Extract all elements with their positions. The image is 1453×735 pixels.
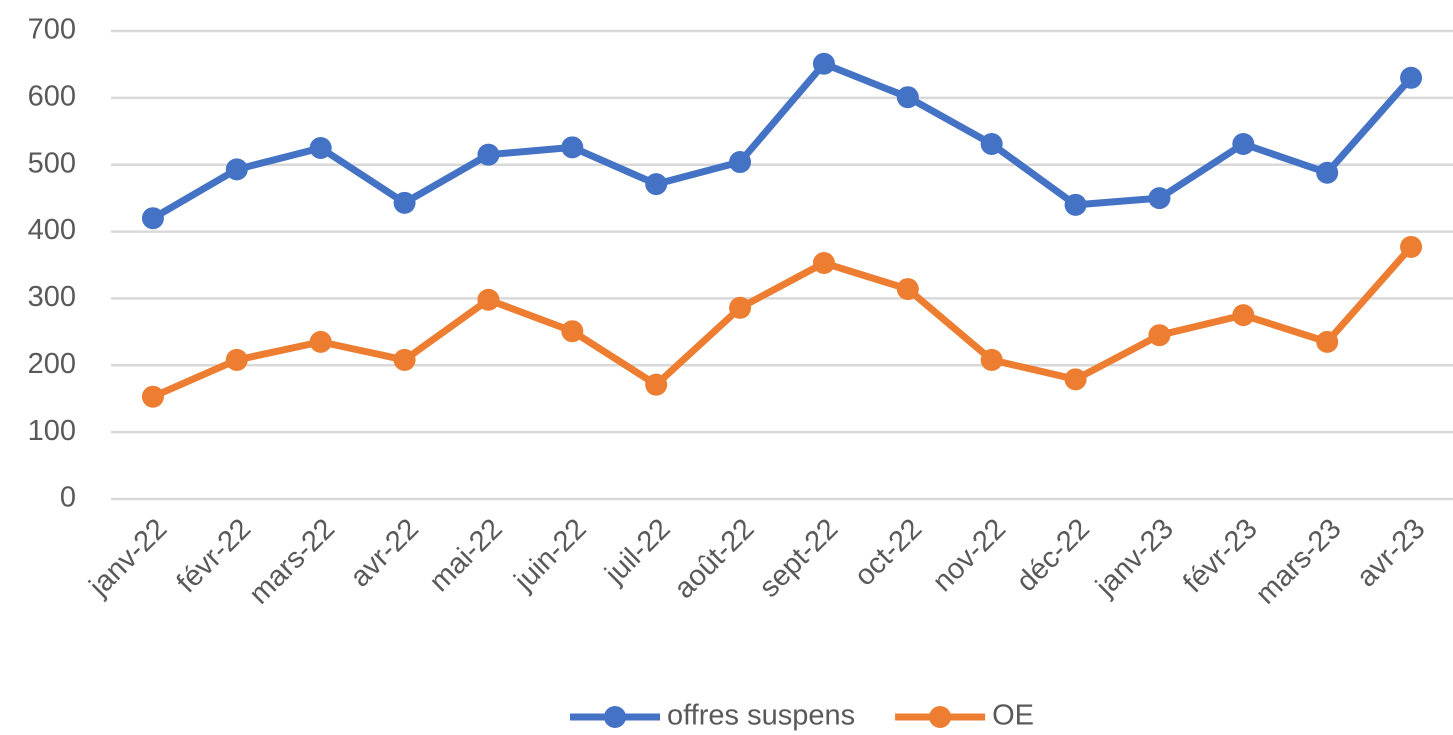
data-point <box>812 251 835 274</box>
data-point <box>645 373 668 396</box>
legend-label: offres suspens <box>667 700 855 732</box>
x-tick-label: sept-22 <box>753 513 844 604</box>
data-point <box>225 158 248 181</box>
y-tick-label: 200 <box>28 348 76 380</box>
legend-label: OE <box>992 700 1034 732</box>
data-point <box>812 52 835 75</box>
y-tick-label: 100 <box>28 415 76 447</box>
data-point <box>1064 368 1087 391</box>
data-point <box>896 278 919 301</box>
x-tick-label: nov-22 <box>927 513 1012 598</box>
x-tick-label: avr-23 <box>1351 513 1432 594</box>
data-point <box>1064 193 1087 216</box>
legend: offres suspens OE <box>570 700 1034 732</box>
data-point <box>1400 66 1423 89</box>
series-line <box>151 60 1414 222</box>
series-line <box>151 244 1414 400</box>
data-point <box>225 348 248 371</box>
x-tick-label: oct-22 <box>849 513 929 593</box>
data-point <box>980 348 1003 371</box>
x-tick-label: déc-22 <box>1011 513 1096 598</box>
data-point <box>1232 304 1255 327</box>
data-point <box>561 136 584 159</box>
x-tick-label: janv-22 <box>83 513 174 604</box>
x-tick-label: janv-23 <box>1089 513 1180 604</box>
x-tick-label: mars-22 <box>243 513 341 611</box>
x-tick-label: août-22 <box>668 513 760 605</box>
data-point <box>141 385 164 408</box>
data-point <box>896 86 919 109</box>
y-tick-label: 700 <box>28 14 76 46</box>
data-point <box>477 143 500 166</box>
data-point <box>1316 330 1339 353</box>
data-point <box>141 207 164 230</box>
data-point <box>309 137 332 159</box>
data-point <box>477 288 500 311</box>
legend-marker <box>604 706 627 728</box>
legend-marker <box>929 706 952 728</box>
x-tick-label: avr-22 <box>344 513 425 594</box>
data-point <box>393 191 416 214</box>
data-point <box>729 151 752 174</box>
data-point <box>1148 324 1171 347</box>
data-point <box>980 132 1003 155</box>
y-tick-label: 400 <box>28 214 76 246</box>
data-point <box>1400 235 1423 258</box>
data-point <box>645 173 668 196</box>
data-point <box>561 320 584 343</box>
data-point <box>1316 161 1339 184</box>
x-tick-label: mars-23 <box>1250 513 1348 611</box>
y-tick-label: 300 <box>28 281 76 313</box>
x-tick-label: juin-22 <box>508 513 593 598</box>
data-point <box>393 348 416 371</box>
y-tick-label: 0 <box>60 482 76 514</box>
y-tick-label: 500 <box>28 147 76 179</box>
y-tick-label: 600 <box>28 81 76 113</box>
x-tick-label: mai-22 <box>423 513 508 598</box>
data-point <box>1148 187 1171 210</box>
data-point <box>1232 132 1255 155</box>
data-point <box>309 330 332 353</box>
x-tick-label: juil-22 <box>599 513 677 591</box>
data-point <box>729 296 752 319</box>
